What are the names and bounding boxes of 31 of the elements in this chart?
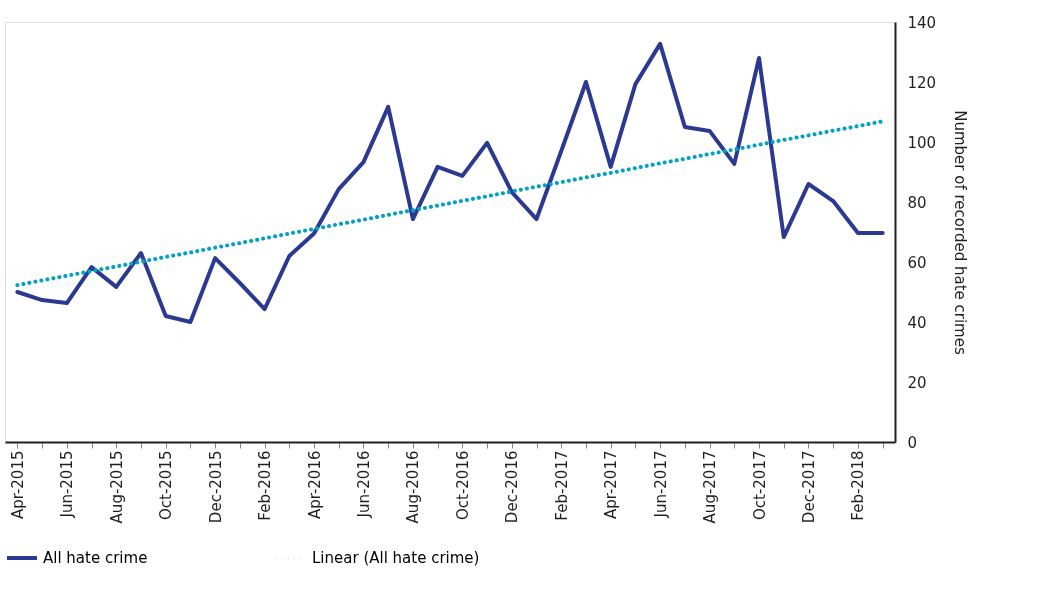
x-tick-label: Apr-2015 — [8, 450, 27, 520]
y-tick-label: 40 — [907, 313, 927, 332]
x-tick-label: Oct-2017 — [750, 450, 769, 521]
x-tick-label: Dec-2016 — [503, 450, 522, 524]
y-tick-label: 60 — [907, 253, 927, 272]
y-tick-label: 140 — [907, 13, 937, 32]
x-tick-label: Jun-2017 — [651, 450, 670, 519]
x-tick-label: Jun-2016 — [354, 450, 373, 519]
x-tick-label: Aug-2015 — [107, 450, 126, 524]
line-series — [15, 119, 885, 288]
x-tick-label: Dec-2017 — [799, 450, 818, 524]
x-tick-label: Oct-2015 — [157, 450, 176, 521]
x-tick-label: Feb-2016 — [256, 450, 275, 521]
x-tick-label: Feb-2018 — [849, 450, 868, 521]
x-tick-label: Dec-2015 — [206, 450, 225, 524]
y-tick-label: 80 — [907, 193, 927, 212]
y-tick-label: 0 — [907, 433, 918, 452]
legend-label: All hate crime — [43, 549, 148, 567]
y-tick-label: 20 — [907, 373, 927, 392]
legend-label: Linear (All hate crime) — [312, 549, 480, 567]
x-tick-label: Aug-2017 — [701, 450, 720, 524]
x-tick-label: Feb-2017 — [552, 450, 571, 521]
x-tick-label: Apr-2017 — [602, 450, 621, 520]
x-tick-label: Aug-2016 — [404, 450, 423, 524]
x-tick-label: Jun-2015 — [58, 450, 77, 519]
y-tick-label: 100 — [907, 133, 937, 152]
x-tick-label: Oct-2016 — [453, 450, 472, 521]
y-axis-title: Number of recorded hate crimes — [951, 110, 970, 355]
line-series — [15, 41, 885, 324]
x-tick-label: Apr-2016 — [305, 450, 324, 520]
y-tick-label: 120 — [907, 73, 937, 92]
